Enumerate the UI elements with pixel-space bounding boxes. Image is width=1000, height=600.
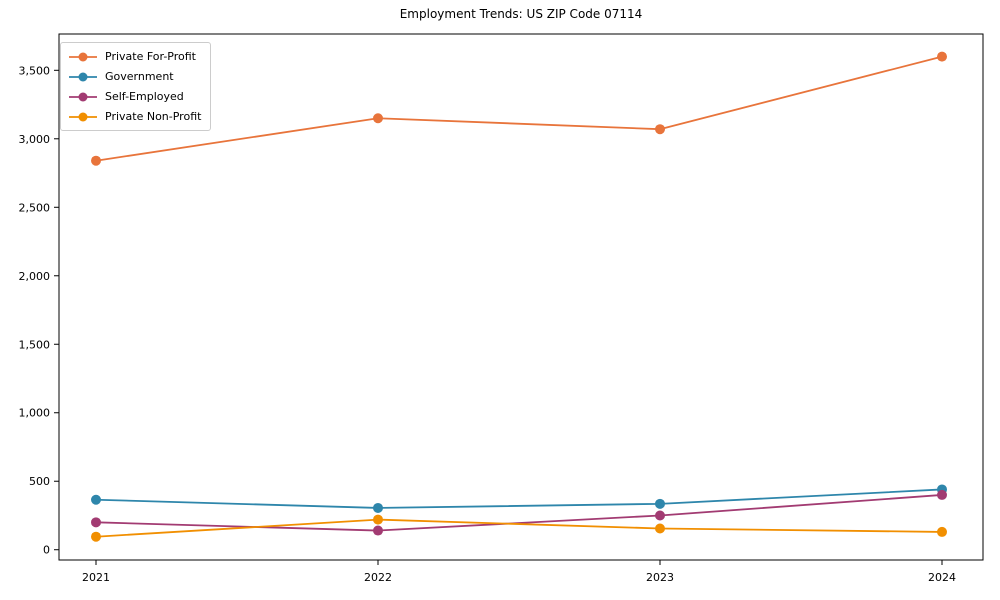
y-axis-tick-label: 3,000 (19, 133, 51, 146)
data-point-government-2021 (91, 494, 101, 505)
series-line-private-non-profit (95, 518, 943, 538)
legend-entry-self-employed: Self-Employed (68, 88, 201, 105)
legend-entry-private-non-profit: Private Non-Profit (68, 108, 201, 125)
plot-border (58, 33, 984, 561)
y-axis-tick-label: 1,000 (19, 407, 51, 420)
series-line-private-for-profit (95, 55, 943, 162)
legend-marker-icon (69, 112, 97, 121)
y-axis-tick-label: 0 (43, 544, 50, 557)
data-point-private-for-profit-2021 (91, 155, 101, 166)
data-point-self-employed-2021 (91, 517, 101, 528)
x-axis-tick-label: 2022 (364, 571, 392, 584)
y-axis-tick-label: 2,500 (19, 201, 51, 214)
legend-label: Private Non-Profit (105, 110, 202, 123)
series-line-self-employed (95, 494, 943, 532)
legend-entry-private-for-profit: Private For-Profit (68, 48, 201, 65)
data-point-private-for-profit-2022 (373, 113, 383, 124)
data-point-private-non-profit-2023 (655, 523, 665, 534)
x-axis-tick-label: 2021 (82, 571, 110, 584)
data-point-self-employed-2022 (373, 525, 383, 536)
data-point-government-2022 (373, 502, 383, 513)
data-point-private-non-profit-2021 (91, 531, 101, 542)
legend-label: Self-Employed (105, 90, 184, 103)
x-axis-tick-label: 2023 (646, 571, 674, 584)
legend-marker-icon (69, 72, 97, 81)
legend-entry-government: Government (68, 68, 201, 85)
y-axis-tick-label: 500 (29, 475, 50, 488)
data-point-private-for-profit-2023 (655, 124, 665, 135)
data-point-private-for-profit-2024 (937, 51, 947, 62)
y-axis-tick-label: 1,500 (19, 338, 51, 351)
data-point-self-employed-2023 (655, 510, 665, 521)
legend-label: Government (105, 70, 174, 83)
data-point-private-non-profit-2024 (937, 526, 947, 537)
y-axis-tick-label: 2,000 (19, 270, 51, 283)
legend-marker-icon (69, 92, 97, 101)
legend-marker-icon (69, 52, 97, 61)
chart-title: Employment Trends: US ZIP Code 07114 (399, 7, 643, 21)
data-point-private-non-profit-2022 (373, 514, 383, 525)
legend: Private For-Profit Government Self-Employe… (60, 42, 212, 131)
data-point-government-2023 (655, 498, 665, 509)
data-point-self-employed-2024 (937, 489, 947, 500)
x-axis-tick-label: 2024 (928, 571, 956, 584)
legend-label: Private For-Profit (105, 50, 196, 63)
series-line-government (95, 488, 943, 509)
y-axis-tick-label: 3,500 (19, 64, 51, 77)
